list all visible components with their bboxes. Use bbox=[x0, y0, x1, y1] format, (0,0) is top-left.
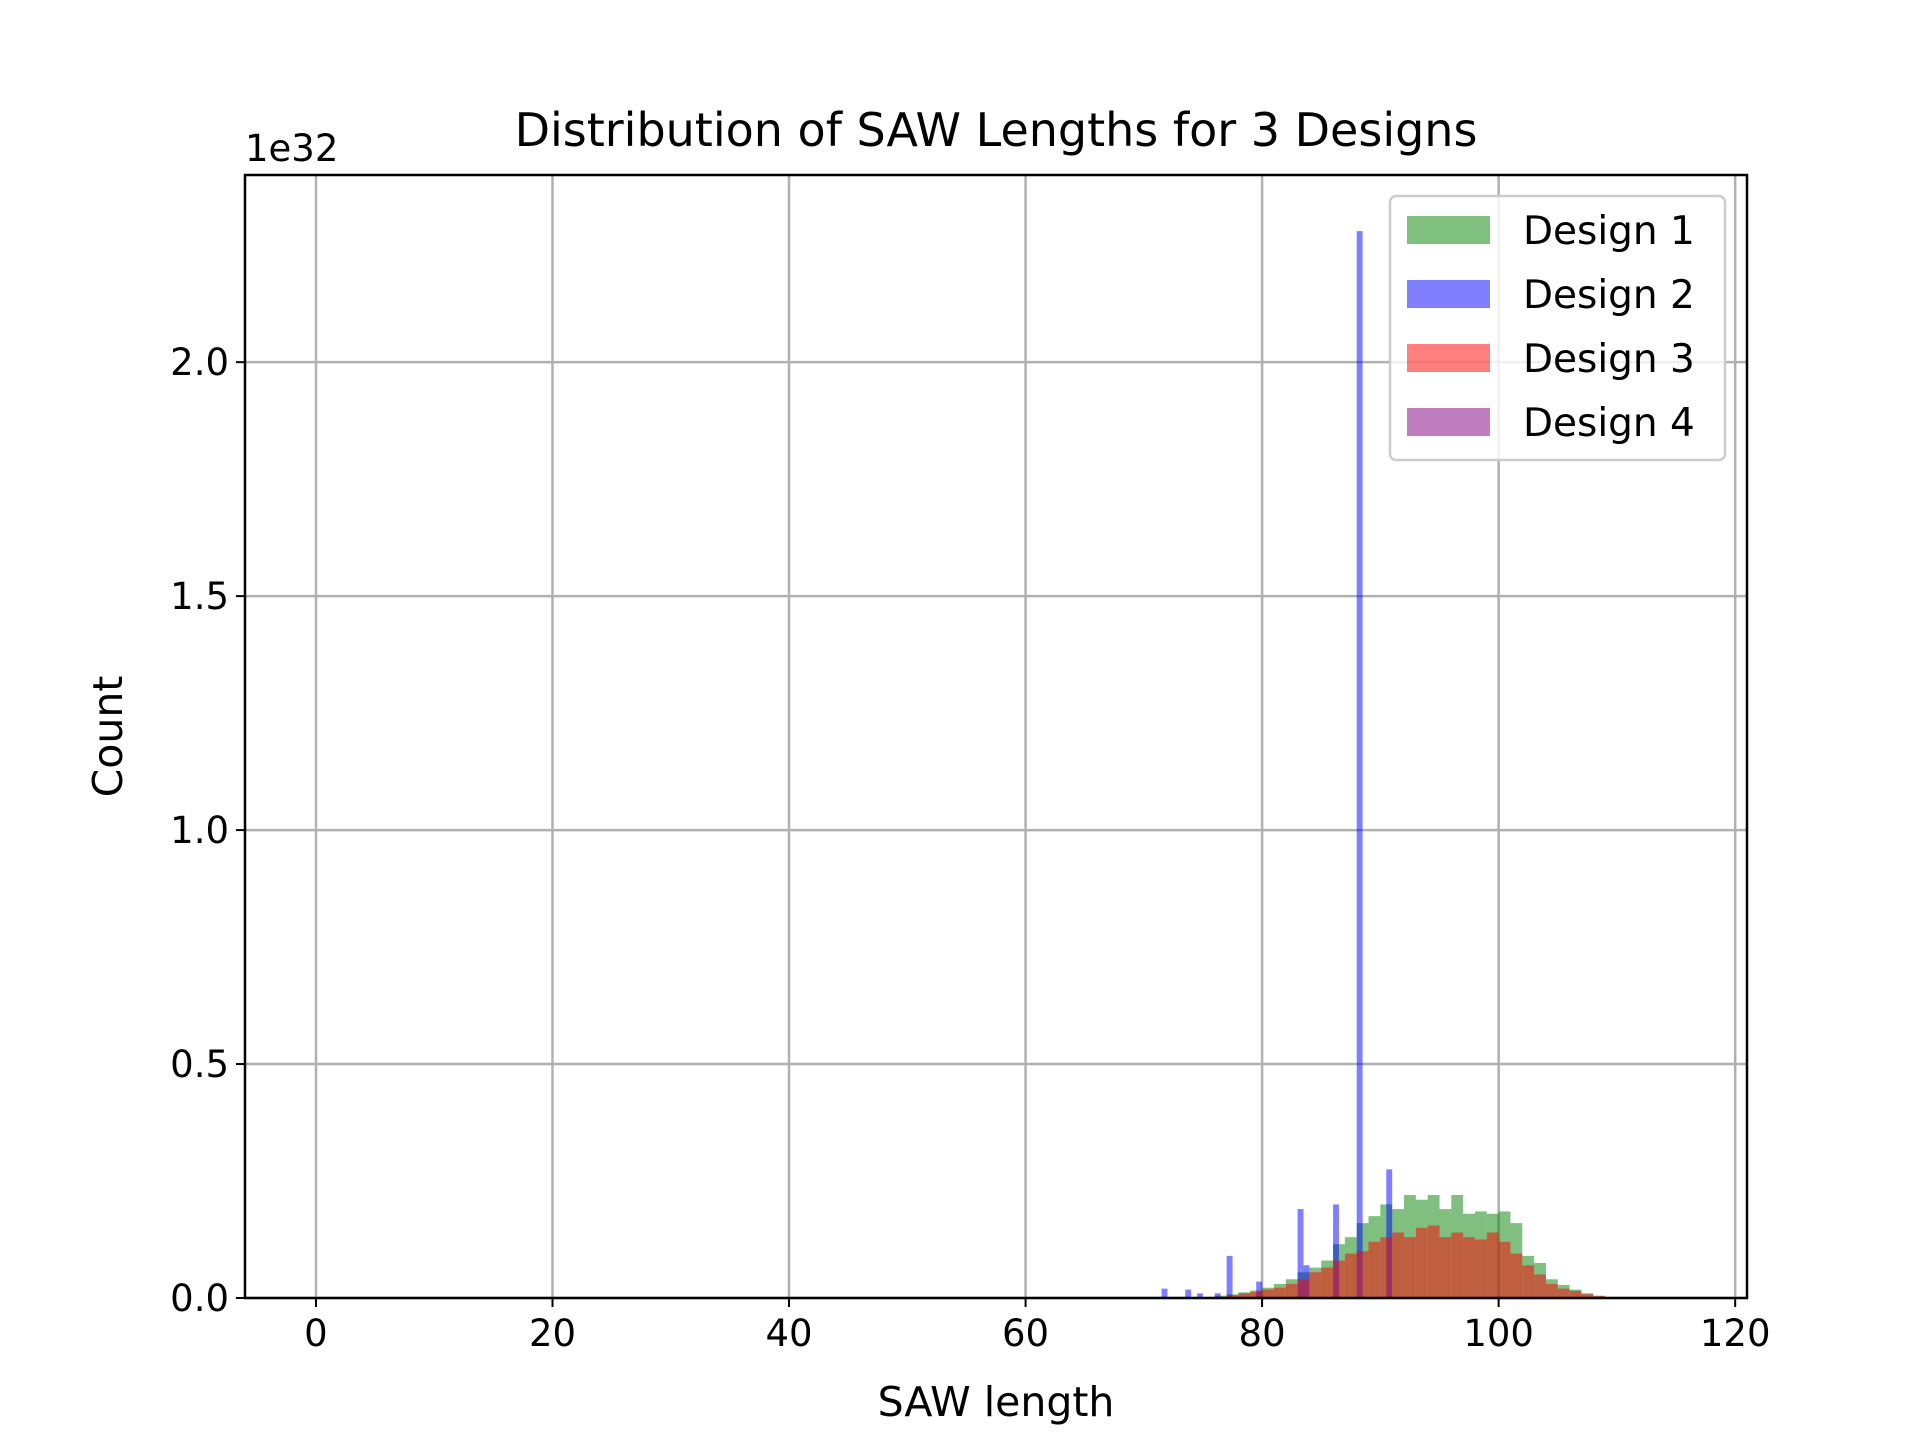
histogram-bar bbox=[1356, 231, 1363, 1298]
histogram-bar bbox=[1309, 1272, 1322, 1298]
histogram-bar bbox=[1356, 1251, 1369, 1298]
axis-ticks: 0 20 40 60 80 100 120 0.0 0.5 1.0 1.5 2.0 bbox=[170, 341, 1770, 1355]
y-tick-label: 0.5 bbox=[170, 1043, 229, 1086]
x-tick-label: 40 bbox=[765, 1312, 812, 1355]
histogram-bar bbox=[1451, 1232, 1464, 1298]
histogram-bar bbox=[1463, 1237, 1475, 1298]
plot-frame bbox=[243, 173, 1749, 1300]
histogram-bar bbox=[1581, 1294, 1594, 1298]
histogram-bar bbox=[1439, 1237, 1452, 1298]
x-tick-label: 100 bbox=[1463, 1312, 1534, 1355]
histogram-bar bbox=[1333, 1260, 1345, 1298]
legend-label: Design 2 bbox=[1523, 273, 1695, 318]
x-tick-label: 0 bbox=[304, 1312, 328, 1355]
histogram-bars bbox=[1161, 231, 1606, 1298]
histogram-bar bbox=[1333, 1204, 1339, 1298]
histogram-bar bbox=[1522, 1265, 1535, 1298]
legend-swatch bbox=[1407, 216, 1490, 244]
y-tick-label: 2.0 bbox=[170, 341, 229, 384]
histogram-bar bbox=[1344, 1253, 1357, 1298]
histogram-bar bbox=[1273, 1287, 1286, 1298]
histogram-bar bbox=[1321, 1267, 1334, 1298]
histogram-bar bbox=[1226, 1295, 1239, 1298]
histogram-bar bbox=[1226, 1255, 1233, 1298]
legend-swatch bbox=[1407, 344, 1490, 372]
histogram-bar bbox=[1285, 1283, 1298, 1298]
y-tick-label: 1.5 bbox=[170, 575, 229, 618]
x-tick-label: 120 bbox=[1700, 1312, 1771, 1355]
histogram-bar bbox=[1510, 1253, 1523, 1298]
histogram-bar bbox=[1569, 1290, 1582, 1298]
legend-label: Design 1 bbox=[1523, 209, 1695, 254]
histogram-bar bbox=[1545, 1283, 1558, 1298]
x-axis-title: SAW length bbox=[878, 1378, 1115, 1426]
y-axis-offset-label: 1e32 bbox=[245, 127, 338, 170]
histogram-bar bbox=[1297, 1209, 1304, 1298]
histogram-bar bbox=[1185, 1289, 1192, 1298]
histogram-bar bbox=[1297, 1279, 1310, 1298]
histogram-bar bbox=[1498, 1241, 1511, 1298]
legend-swatch bbox=[1407, 408, 1490, 436]
histogram-bar bbox=[1250, 1291, 1263, 1298]
histogram-bar bbox=[1161, 1288, 1168, 1298]
legend-label: Design 3 bbox=[1523, 337, 1695, 382]
x-tick-label: 80 bbox=[1239, 1312, 1286, 1355]
histogram-bar bbox=[1415, 1227, 1428, 1298]
histogram-bar bbox=[1386, 1169, 1393, 1298]
histogram-bar bbox=[1262, 1289, 1274, 1298]
histogram-bar bbox=[1557, 1288, 1570, 1298]
histogram-bar bbox=[1392, 1232, 1405, 1298]
histogram-bar bbox=[1486, 1232, 1499, 1298]
legend-label: Design 4 bbox=[1523, 401, 1695, 446]
x-tick-label: 60 bbox=[1002, 1312, 1049, 1355]
legend: Design 1 Design 2 Design 3 Design 4 bbox=[1388, 194, 1727, 462]
histogram-bar bbox=[1368, 1241, 1381, 1298]
histogram-bar bbox=[1197, 1293, 1203, 1298]
legend-box bbox=[1388, 194, 1727, 462]
histogram-bar bbox=[1238, 1293, 1251, 1298]
histogram-bar bbox=[1427, 1225, 1440, 1298]
y-tick-label: 0.0 bbox=[170, 1277, 229, 1320]
histogram-bar bbox=[1214, 1293, 1221, 1298]
chart-title: Distribution of SAW Lengths for 3 Design… bbox=[515, 103, 1478, 157]
histogram-bar bbox=[1256, 1281, 1263, 1298]
x-tick-label: 20 bbox=[529, 1312, 576, 1355]
histogram-bar bbox=[1474, 1239, 1487, 1298]
y-tick-label: 1.0 bbox=[170, 809, 229, 852]
histogram-bar bbox=[1380, 1237, 1393, 1298]
y-axis-title: Count bbox=[84, 676, 132, 798]
histogram-bar bbox=[1404, 1237, 1416, 1298]
histogram-bar bbox=[1534, 1274, 1546, 1298]
legend-swatch bbox=[1407, 280, 1490, 308]
